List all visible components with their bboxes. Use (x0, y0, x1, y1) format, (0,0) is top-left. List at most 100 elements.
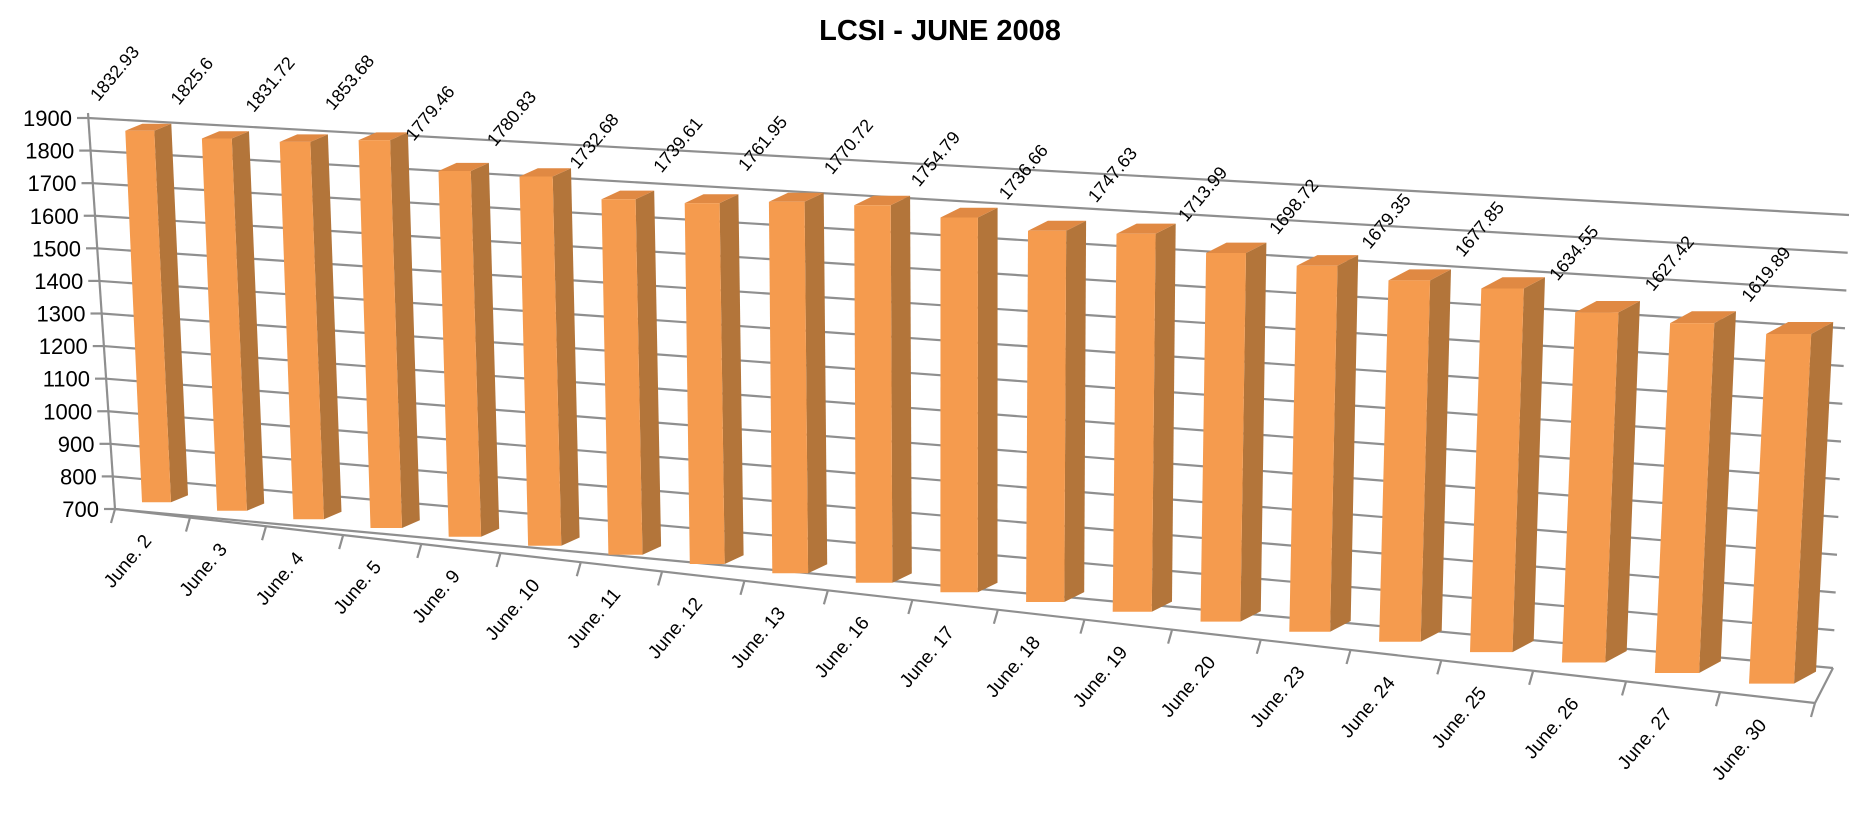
bar-june-19 (1112, 223, 1176, 612)
bar-side-face (1699, 311, 1736, 673)
category-axis-tick (495, 552, 502, 568)
bar-june-17 (940, 207, 998, 593)
bar-top-face (358, 132, 408, 141)
data-label-june-11: 1732.68 (566, 110, 623, 173)
y-axis-label-1500: 1500 (32, 236, 81, 261)
x-axis-label-june-17: June. 17 (896, 623, 959, 692)
y-axis-label-1900: 1900 (23, 106, 72, 131)
data-label-june-12: 1739.61 (649, 113, 706, 176)
bar-side-face (390, 132, 420, 528)
data-label-june-13: 1761.95 (734, 112, 791, 175)
category-axis-tick (1714, 691, 1722, 707)
category-axis (114, 507, 1816, 705)
y-axis-label-900: 900 (58, 432, 95, 457)
y-axis-label-1300: 1300 (37, 302, 86, 327)
bar-top-face (1766, 322, 1834, 334)
category-axis-tick (739, 580, 746, 596)
y-axis-label-1600: 1600 (30, 204, 79, 229)
data-label-june-18: 1736.66 (995, 141, 1052, 204)
x-axis-label-june-2: June. 2 (100, 531, 156, 592)
bar-top-face (1481, 277, 1545, 289)
y-axis-label-1800: 1800 (25, 139, 74, 164)
bar-june-12 (684, 194, 744, 565)
data-label-june-17: 1754.79 (907, 127, 964, 190)
x-axis-label-june-12: June. 12 (644, 594, 707, 663)
category-axis-tick (1620, 681, 1628, 696)
x-axis-label-june-9: June. 9 (409, 566, 465, 627)
bar-june-5 (358, 132, 420, 528)
y-axis-label-1700: 1700 (28, 171, 77, 196)
category-axis-tick (1079, 619, 1086, 634)
category-axis-tick (1528, 670, 1535, 686)
bar-june-24 (1379, 269, 1451, 642)
bar-side-face (552, 168, 580, 546)
y-axis-label-1200: 1200 (39, 334, 88, 359)
category-axis-tick (338, 534, 345, 550)
bar-front-face (1379, 280, 1431, 642)
x-axis-label-june-24: June. 24 (1337, 673, 1400, 743)
bar-front-face (1026, 230, 1067, 602)
data-label-june-4: 1831.72 (242, 53, 299, 116)
floor-right-edge (1814, 667, 1834, 704)
bar-side-face (310, 134, 342, 520)
bar-top-face (601, 190, 655, 200)
category-axis-tick (1436, 660, 1443, 675)
bar-june-9 (438, 162, 500, 537)
bar-top-face (1670, 311, 1736, 324)
bar-front-face (854, 205, 893, 583)
bar-side-face (1512, 277, 1545, 653)
x-axis-label-june-25: June. 25 (1428, 683, 1491, 752)
bar-top-face (279, 134, 328, 142)
data-label-june-24: 1679.35 (1358, 190, 1415, 253)
bar-june-4 (279, 134, 342, 520)
category-axis-tick (992, 609, 999, 625)
bar-front-face (519, 176, 562, 546)
y-axis-label-1000: 1000 (43, 399, 92, 424)
category-axis-tick (575, 561, 582, 577)
x-axis-label-june-18: June. 18 (982, 632, 1045, 701)
y-axis-label-800: 800 (60, 464, 97, 489)
y-axis-label-1100: 1100 (43, 367, 90, 392)
bar-front-face (279, 141, 324, 520)
bar-side-face (1420, 269, 1451, 642)
bar-top-face (201, 131, 249, 139)
bar-side-face (1794, 322, 1834, 684)
bar-top-face (1575, 301, 1640, 313)
bar-front-face (1289, 265, 1338, 632)
bar-front-face (1200, 253, 1246, 622)
data-label-june-5: 1853.68 (321, 51, 378, 114)
bar-june-18 (1026, 220, 1087, 603)
bar-top-face (1116, 223, 1176, 234)
bar-front-face (1749, 334, 1812, 684)
bar-june-23 (1289, 255, 1359, 632)
axes-layer (77, 112, 1817, 718)
x-axis-label-june-5: June. 5 (330, 557, 386, 618)
x-axis-label-june-19: June. 19 (1069, 642, 1132, 711)
y-axis-label-1400: 1400 (34, 269, 83, 294)
chart-title: LCSI - JUNE 2008 (819, 15, 1061, 47)
bar-side-face (1151, 223, 1176, 612)
bar-front-face (201, 138, 247, 511)
bar-front-face (1654, 323, 1715, 673)
x-axis-label-june-13: June. 13 (727, 603, 790, 672)
data-label-june-2: 1832.93 (86, 42, 143, 105)
bar-june-16 (854, 195, 912, 583)
bar-side-face (804, 192, 828, 574)
bar-side-face (890, 195, 912, 583)
category-axis-tick (416, 543, 423, 559)
x-axis-label-june-23: June. 23 (1247, 663, 1310, 732)
bar-top-face (1388, 269, 1451, 281)
bar-top-face (1296, 255, 1359, 266)
bar-june-10 (519, 168, 580, 546)
data-label-june-9: 1779.46 (402, 82, 459, 145)
bar-june-20 (1200, 242, 1267, 622)
x-axis-label-june-27: June. 27 (1614, 704, 1677, 773)
bar-top-face (768, 192, 824, 202)
bar-top-face (438, 162, 489, 171)
bar-june-26 (1561, 301, 1640, 663)
category-axis-tick (822, 590, 829, 605)
category-axis-tick (907, 599, 914, 615)
x-axis-label-june-26: June. 26 (1521, 694, 1584, 763)
